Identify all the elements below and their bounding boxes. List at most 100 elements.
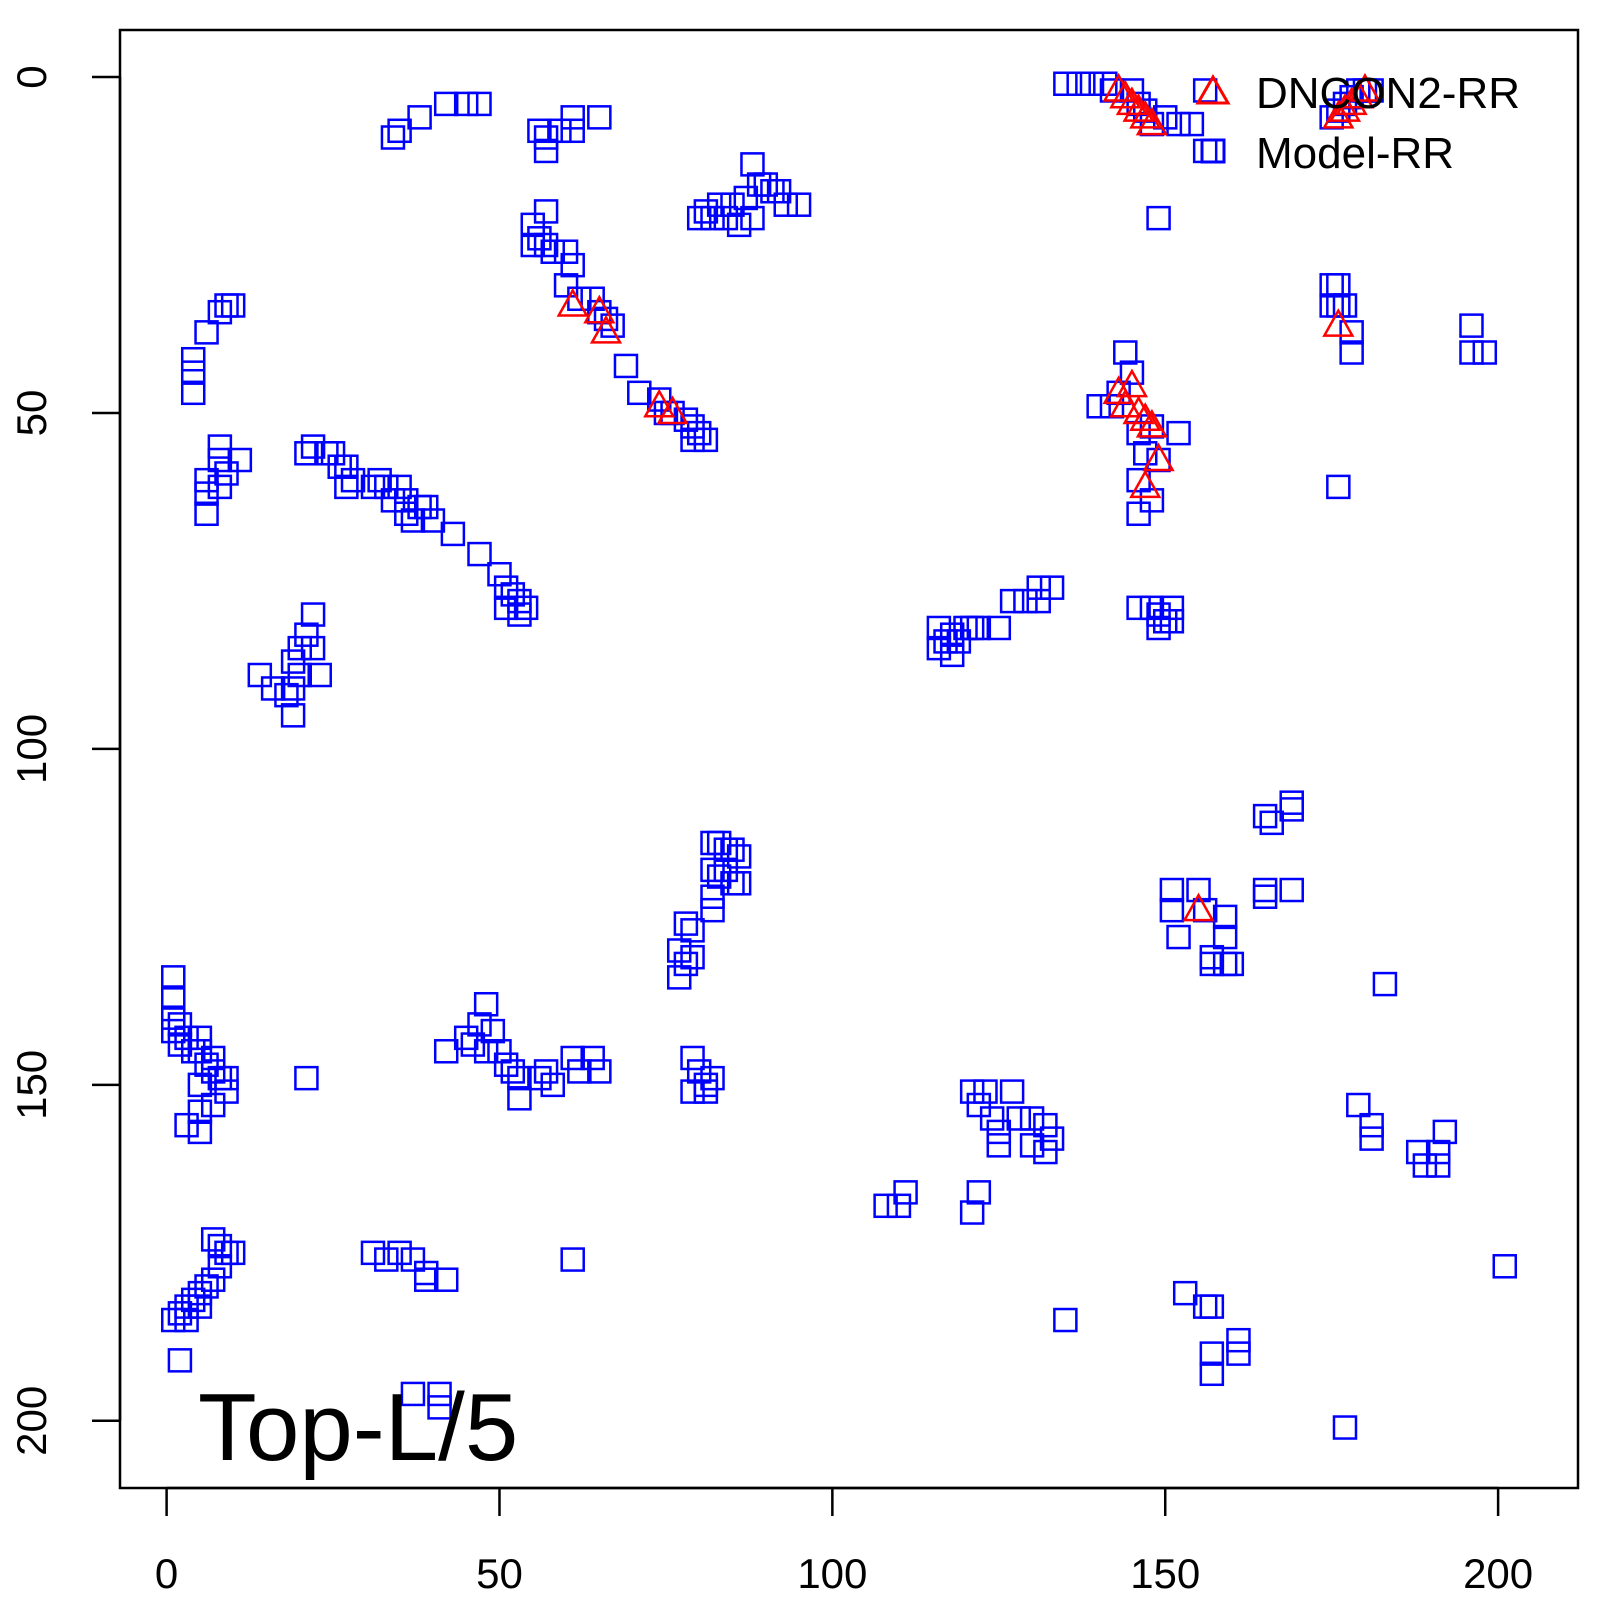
model-rr-point [700,897,725,923]
model-rr-point [773,192,799,217]
model-rr-point [547,118,572,144]
model-rr-point [520,232,546,258]
model-rr-point [300,434,326,459]
model-rr-point [560,105,585,130]
model-rr-point [533,125,559,150]
model-rr-point [686,205,712,231]
y-tick-label: 100 [8,714,55,784]
model-rr-point [214,1065,239,1091]
model-rr-point [926,615,952,641]
model-rr-point [473,1039,499,1064]
model-rr-point [720,837,745,862]
model-rr-point [999,588,1025,614]
model-rr-point [587,105,612,130]
model-rr-point [753,172,779,197]
model-rr-point [713,205,739,231]
model-rr-point [207,1233,233,1259]
model-rr-point [873,1193,898,1219]
model-rr-point [1346,1092,1371,1118]
model-rr-point [1159,897,1185,923]
x-tick-label: 100 [797,1550,867,1597]
model-rr-point [1113,340,1138,365]
model-rr-point [161,1307,186,1333]
model-rr-point [174,1025,199,1051]
model-rr-point [507,588,532,614]
model-rr-point [187,1119,213,1145]
model-rr-point [1252,803,1278,829]
model-rr-point [939,642,965,668]
model-rr-point [380,488,406,513]
model-rr-point [207,1065,233,1091]
dncon2-rr-point [1129,469,1162,499]
model-rr-point [387,1240,412,1266]
model-rr-point [360,474,386,500]
dncon2-rr-point [1115,86,1149,116]
model-rr-point [433,91,459,117]
model-rr-point [507,1086,532,1111]
model-rr-point [427,1395,452,1420]
model-rr-point [394,501,419,527]
model-rr-point [207,474,233,500]
model-rr-point [1039,575,1065,600]
model-rr-point [174,1112,199,1138]
model-rr-point [307,662,332,688]
model-rr-point [300,635,326,661]
model-rr-point [194,320,219,345]
model-rr-point [360,1240,386,1266]
model-rr-point [700,205,725,231]
model-rr-point [1359,1126,1384,1151]
model-rr-point [959,1079,985,1104]
model-rr-point [207,447,233,473]
model-rr-point [1146,205,1171,231]
model-rr-point [680,918,705,943]
model-rr-point [527,118,552,144]
model-rr-point [473,991,499,1017]
dncon2-rr-point [656,395,689,425]
dncon2-rr-point [1182,892,1215,922]
x-tick-label: 50 [476,1550,523,1597]
model-rr-point [207,1254,233,1279]
model-rr-point [693,1072,719,1098]
model-rr-point [1219,951,1245,977]
model-rr-point [1279,790,1304,815]
model-rr-point [387,118,412,144]
model-rr-point [334,474,359,500]
model-rr-point [680,414,705,439]
model-rr-point [939,622,965,647]
model-rr-point [1459,313,1484,338]
model-rr-point [713,837,739,862]
model-rr-point [413,1260,439,1286]
model-rr-point [587,1059,612,1084]
model-rr-point [1326,474,1351,500]
model-rr-point [986,1119,1012,1145]
model-rr-point [1339,340,1364,365]
model-rr-point [194,1274,219,1299]
model-rr-point [487,1039,512,1064]
model-rr-point [167,1012,193,1037]
model-rr-point [1192,897,1218,923]
model-rr-point [686,1059,712,1084]
model-rr-point [1319,273,1344,298]
model-rr-point [1425,1139,1451,1165]
model-rr-point [673,407,699,432]
model-rr-point [374,1247,399,1272]
model-rr-point [194,467,219,493]
model-rr-point [893,1180,918,1205]
model-rr-point [700,830,725,856]
model-rr-point [187,1039,213,1064]
model-rr-point [433,1267,459,1292]
model-rr-point [1019,1106,1045,1131]
model-rr-point [440,521,466,547]
legend-label-dncon2: DNCON2-RR [1256,69,1520,118]
model-rr-point [187,1072,213,1098]
model-rr-point [986,1133,1012,1158]
model-rr-point [500,1059,526,1084]
model-rr-point [673,911,699,936]
x-tick-label: 0 [155,1550,178,1597]
model-rr-point [1126,595,1151,621]
model-rr-point [760,179,785,204]
model-rr-point [953,615,978,641]
model-rr-point [567,1059,592,1084]
model-rr-point [1332,1415,1358,1440]
